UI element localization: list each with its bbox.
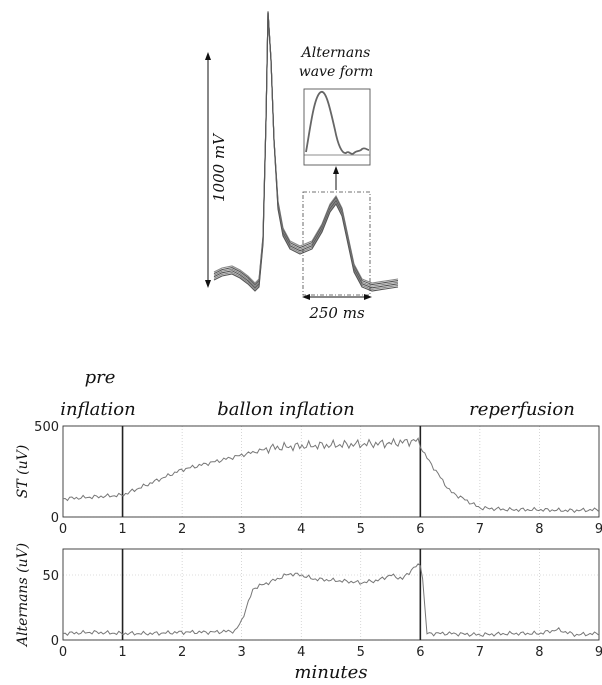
alternans-inset-box (303, 88, 371, 166)
phase-pre-line1: pre (85, 367, 116, 388)
alternans-series-line (62, 563, 600, 638)
st-y-tick-labels: 0 500 (34, 420, 59, 526)
x-tick-label: 6 (416, 645, 424, 660)
y-tick-label: 0 (51, 634, 59, 649)
st-x-tick-labels: 0 1 2 3 4 5 6 7 8 9 (59, 522, 602, 537)
t-wave-window (302, 191, 371, 296)
x-tick-label: 5 (357, 522, 365, 537)
amplitude-label: 1000 mV (210, 132, 228, 202)
duration-arrow-head-left (302, 294, 310, 300)
inset-title-line2: wave form (299, 64, 374, 80)
st-chart: 0 1 2 3 4 5 6 7 8 9 0 500 ST (uV) (15, 420, 602, 537)
st-event-markers (121, 426, 422, 517)
x-tick-label: 4 (297, 645, 305, 660)
x-tick-label: 8 (535, 522, 543, 537)
y-tick-label: 50 (42, 569, 59, 584)
inset-arrow-head (333, 166, 339, 174)
alternans-y-tick-labels: 0 50 (42, 569, 59, 649)
x-tick-label: 2 (178, 522, 186, 537)
ecg-beats (213, 11, 399, 292)
amplitude-arrow-head-top (205, 52, 211, 60)
phase-labels: pre inflation ballon inflation reperfusi… (60, 367, 575, 420)
alternans-plot-frame (62, 548, 600, 641)
alternans-inset-curve (305, 91, 370, 155)
phase-reperfusion: reperfusion (469, 399, 575, 420)
x-tick-label: 5 (357, 645, 365, 660)
phase-pre-line2: inflation (60, 399, 136, 420)
x-tick-label: 4 (297, 522, 305, 537)
x-tick-label: 1 (118, 522, 126, 537)
x-tick-label: 6 (416, 522, 424, 537)
x-tick-label: 8 (535, 645, 543, 660)
duration-arrow-head-right (364, 294, 372, 300)
inset-title-line1: Alternans (300, 45, 371, 61)
x-tick-label: 9 (595, 645, 602, 660)
y-tick-label: 0 (51, 511, 59, 526)
duration-label: 250 ms (308, 304, 365, 322)
alternans-chart: 0 1 2 3 4 5 6 7 8 9 0 50 Alternans (uV) minutes (15, 543, 602, 683)
ecg-waveform-panel: 1000 mV Alternans wave form 250 ms (205, 11, 399, 322)
amplitude-arrow-head-bottom (205, 280, 211, 288)
ecg-beat-line (213, 12, 399, 292)
x-tick-label: 2 (178, 645, 186, 660)
alternans-y-axis-label: Alternans (uV) (15, 543, 31, 648)
x-tick-label: 7 (476, 522, 484, 537)
y-tick-label: 500 (34, 420, 59, 435)
alternans-x-axis-label: minutes (294, 662, 367, 683)
x-tick-label: 3 (238, 645, 246, 660)
x-tick-label: 0 (59, 522, 67, 537)
alternans-x-tick-labels: 0 1 2 3 4 5 6 7 8 9 (59, 645, 602, 660)
x-tick-label: 7 (476, 645, 484, 660)
x-tick-label: 9 (595, 522, 602, 537)
x-tick-label: 0 (59, 645, 67, 660)
st-y-axis-label: ST (uV) (15, 445, 31, 498)
alternans-event-markers (121, 549, 422, 640)
x-tick-label: 1 (118, 645, 126, 660)
st-plot-frame (62, 425, 600, 518)
st-grid (63, 425, 599, 518)
alternans-grid (63, 549, 599, 641)
x-tick-label: 3 (238, 522, 246, 537)
phase-inflation: ballon inflation (217, 399, 354, 420)
st-series-line (62, 437, 600, 514)
